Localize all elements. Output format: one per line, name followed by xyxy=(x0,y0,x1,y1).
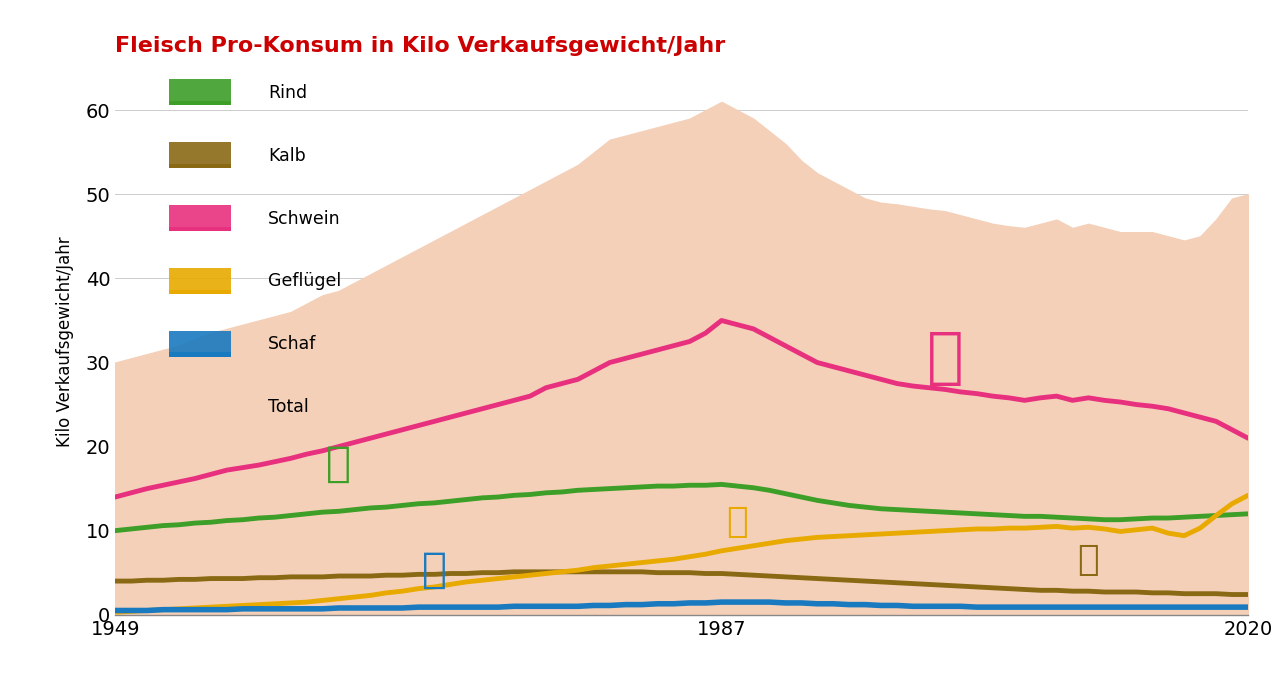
Text: 🐷: 🐷 xyxy=(927,329,963,388)
FancyBboxPatch shape xyxy=(169,290,232,294)
FancyBboxPatch shape xyxy=(169,227,232,231)
FancyBboxPatch shape xyxy=(169,164,232,168)
Text: Schaf: Schaf xyxy=(268,335,316,353)
Text: 🐄: 🐄 xyxy=(326,443,351,484)
FancyBboxPatch shape xyxy=(169,268,232,290)
Text: 🐑: 🐑 xyxy=(422,549,447,591)
FancyBboxPatch shape xyxy=(169,331,232,352)
FancyBboxPatch shape xyxy=(169,101,232,105)
Text: Rind: Rind xyxy=(268,84,307,102)
Y-axis label: Kilo Verkaufsgewicht/Jahr: Kilo Verkaufsgewicht/Jahr xyxy=(56,236,74,447)
Text: 🐔: 🐔 xyxy=(727,505,749,539)
FancyBboxPatch shape xyxy=(169,396,232,418)
FancyBboxPatch shape xyxy=(169,79,232,101)
Text: Total: Total xyxy=(268,398,308,416)
FancyBboxPatch shape xyxy=(169,352,232,357)
FancyBboxPatch shape xyxy=(169,205,232,227)
FancyBboxPatch shape xyxy=(169,142,232,164)
Text: Geflügel: Geflügel xyxy=(268,273,342,290)
Text: Fleisch Pro-Konsum in Kilo Verkaufsgewicht/Jahr: Fleisch Pro-Konsum in Kilo Verkaufsgewic… xyxy=(115,36,726,55)
Text: 🐂: 🐂 xyxy=(1078,543,1100,577)
Text: Kalb: Kalb xyxy=(268,147,306,165)
Text: Schwein: Schwein xyxy=(268,210,340,227)
